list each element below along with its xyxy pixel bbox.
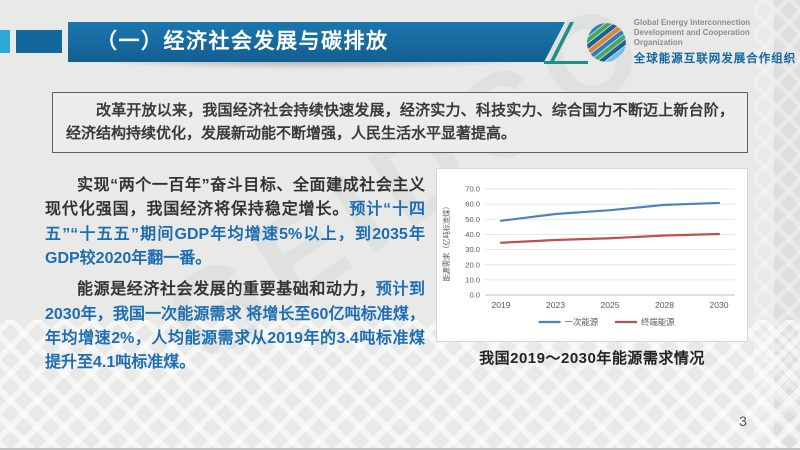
svg-text:终端能源: 终端能源 [641,317,675,327]
header-accent-light-square [0,30,10,53]
section-title: （一）经济社会发展与碳排放 [96,30,389,53]
svg-text:70.0: 70.0 [465,185,480,194]
intro-text: 改革开放以来，我国经济社会持续快速发展，经济实力、科技实力、综合国力不断迈上新台… [66,102,734,142]
body-text-column: 实现“两个一百年”奋斗目标、全面建成社会主义现代化强国，我国经济将保持稳定增长。… [45,174,425,383]
energy-demand-line-chart: 0.0 10.0 20.0 30.0 40.0 50.0 60.0 70.0 能源需求（亿吨标准… [442,185,735,327]
globe-icon [586,21,627,63]
paragraph-gdp-blue: 预计“十四五”“十五五”期间GDP年均增速5%以上，到2035年GDP较2020… [45,201,425,267]
right-edge-band [774,0,800,448]
section-title-bar: （一）经济社会发展与碳排放 [68,22,565,62]
org-name-en-line1: Global Energy Interconnection [633,18,751,27]
paragraph-gdp: 实现“两个一百年”奋斗目标、全面建成社会主义现代化强国，我国经济将保持稳定增长。… [45,174,425,271]
header-accent-dark-square [16,30,62,53]
paragraph-gdp-black: 实现“两个一百年”奋斗目标、全面建成社会主义现代化强国，我国经济将保持稳定增长。 [45,177,425,219]
paragraph-energy-black: 能源是经济社会发展的重要基础和动力， [77,281,376,299]
svg-text:2023: 2023 [546,300,565,310]
chart-caption: 我国2019～2030年能源需求情况 [479,350,705,367]
page-number: 3 [739,413,747,429]
svg-text:50.0: 50.0 [465,215,480,224]
org-name-zh: 全球能源互联网发展合作组织 [633,53,797,65]
svg-text:2028: 2028 [655,300,674,310]
svg-text:能源需求（亿吨标准煤）: 能源需求（亿吨标准煤） [442,202,451,281]
intro-box: 改革开放以来，我国经济社会持续快速发展，经济实力、科技实力、综合国力不断迈上新台… [52,92,748,153]
svg-text:40.0: 40.0 [465,230,480,239]
title-underline-accent [544,61,588,64]
svg-text:30.0: 30.0 [465,245,480,254]
svg-text:2019: 2019 [491,300,510,310]
svg-text:0.0: 0.0 [469,291,480,300]
svg-text:2030: 2030 [709,300,728,310]
energy-demand-chart-panel: 0.0 10.0 20.0 30.0 40.0 50.0 60.0 70.0 能源需求（亿吨标准… [436,168,748,342]
geidco-logo: Global Energy Interconnection Developmen… [586,18,800,66]
org-name-en-line2: Development and Cooperation Organization [633,28,750,47]
svg-text:20.0: 20.0 [465,260,480,269]
svg-text:60.0: 60.0 [465,200,480,209]
paragraph-energy: 能源是经济社会发展的重要基础和动力，预计到2030年，我国一次能源需求 将增长至… [45,278,425,375]
svg-text:一次能源: 一次能源 [565,317,599,327]
paragraph-energy-blue: 预计到2030年，我国一次能源需求 将增长至60亿吨标准煤，年均增速2%，人均能… [45,281,425,372]
svg-text:10.0: 10.0 [465,275,480,284]
svg-text:2025: 2025 [600,300,619,310]
